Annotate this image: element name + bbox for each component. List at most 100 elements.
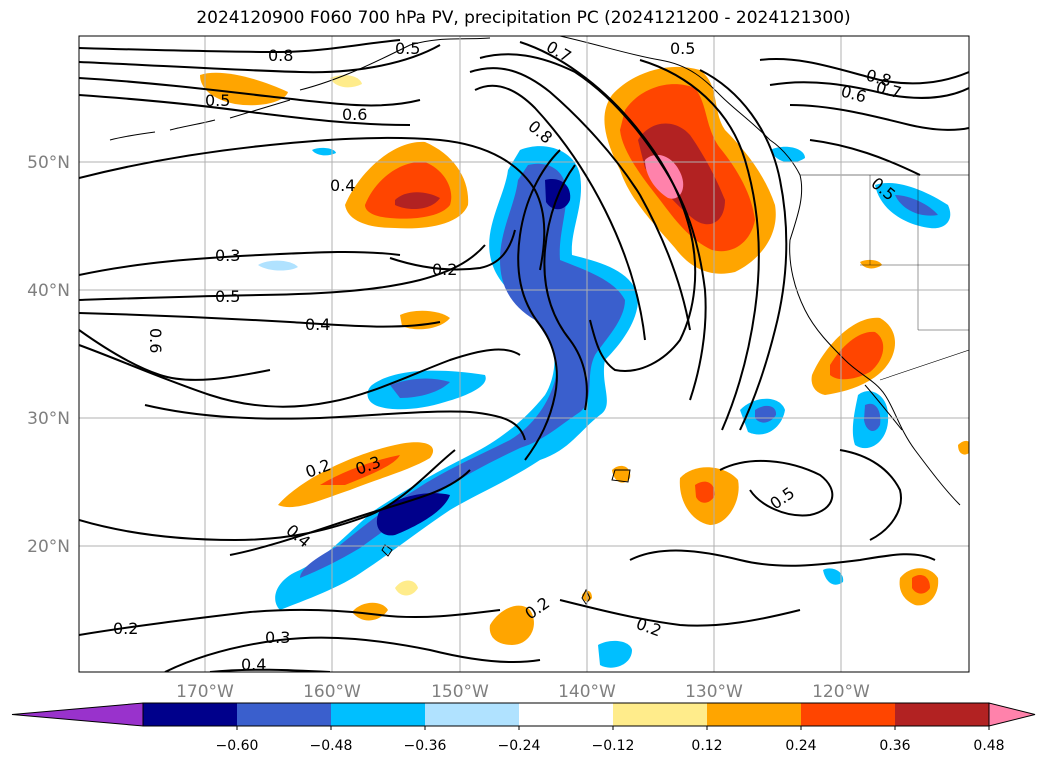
longitude-labels: 170°W 160°W 150°W 140°W 130°W 120°W xyxy=(176,682,870,702)
colorbar-segment xyxy=(613,703,707,726)
colorbar-segment xyxy=(331,703,425,726)
contour-label: 0.3 xyxy=(215,246,240,265)
lat-label-40n: 40°N xyxy=(27,281,70,301)
contour-0.3-south xyxy=(144,404,526,441)
contour-label: 0.8 xyxy=(268,46,293,65)
colorbar-extend-min xyxy=(11,702,144,727)
contour-0.8-north xyxy=(79,39,401,54)
baja-coast xyxy=(864,384,903,431)
blue-blob-pacific-1-inner xyxy=(390,378,450,398)
orange-blob-aleutian xyxy=(200,72,288,106)
contour-0.7-trough xyxy=(479,53,707,401)
contour-0.4-bottom xyxy=(209,668,331,672)
lon-label-150w: 150°W xyxy=(431,682,489,702)
blue-blob-interior-1-inner xyxy=(895,195,938,216)
colorbar-segment xyxy=(895,703,989,726)
lon-label-130w: 130°W xyxy=(685,682,743,702)
contour-label: 0.4 xyxy=(330,176,355,195)
lon-label-140w: 140°W xyxy=(558,682,616,702)
alaska-coast xyxy=(299,36,801,176)
latitude-labels: 50°N 40°N 30°N 20°N xyxy=(27,153,70,557)
contour-0.8-east xyxy=(759,58,969,85)
coastlines xyxy=(109,36,969,605)
blue-blob-south-1 xyxy=(598,640,632,668)
orange-blob-subtropical-red xyxy=(320,455,400,485)
contour-ridge-2 xyxy=(699,69,788,431)
contour-label: 0.5 xyxy=(205,91,230,110)
lon-label-170w: 170°W xyxy=(176,682,234,702)
colorbar-segment xyxy=(237,703,331,726)
contour-0.4-mid xyxy=(79,312,441,328)
contour-label: 0.5 xyxy=(215,287,240,306)
contour-labels: 0.8 0.5 0.7 0.5 0.8 0.7 0.5 0.6 0.8 0.6 … xyxy=(113,37,903,674)
aleutians xyxy=(109,99,291,141)
contour-0.5-trough xyxy=(474,84,646,341)
contour-south-loop xyxy=(629,549,936,567)
lat-label-50n: 50°N xyxy=(27,153,70,173)
colorbar-tick-label: −0.36 xyxy=(404,738,447,754)
plot-area: 0.8 0.5 0.7 0.5 0.8 0.7 0.5 0.6 0.8 0.6 … xyxy=(79,36,969,674)
blue-blob-south-2 xyxy=(823,568,844,585)
blue-core-south xyxy=(376,493,450,536)
contour-trough-axis-1 xyxy=(517,149,561,461)
colorbar-tick-label: −0.12 xyxy=(592,738,635,754)
contour-0.6-west xyxy=(79,329,271,381)
colorbar-segment xyxy=(801,703,895,726)
orange-blob-california-red xyxy=(830,331,884,380)
colorbar-tick-label: 0.48 xyxy=(973,738,1004,754)
colorbar-extend-max xyxy=(988,702,1036,727)
gridlines xyxy=(79,36,969,672)
contour-southeast-edge xyxy=(839,449,902,541)
colorbar-tick-label: −0.60 xyxy=(216,738,259,754)
orange-blob-hawaii-2 xyxy=(352,602,388,621)
orange-blob-small-4 xyxy=(860,259,882,269)
contour-0.2-bottom xyxy=(79,608,501,636)
contour-label: 0.5 xyxy=(395,39,420,58)
contour-0.7-top xyxy=(79,44,441,74)
contour-0.4-north xyxy=(79,136,546,271)
contour-label: 0.2 xyxy=(432,260,457,279)
colorbar-tick-label: 0.24 xyxy=(785,738,816,754)
orange-blob-hawaii-1 xyxy=(489,605,534,645)
plot-border xyxy=(78,35,970,673)
contour-label: 0.5 xyxy=(670,39,695,58)
contour-0.3-west xyxy=(79,250,401,276)
colorbar-tick-label: 0.36 xyxy=(879,738,910,754)
contour-0.6-trough xyxy=(469,67,691,331)
orange-blob-gulf-alaska-dark xyxy=(638,123,725,225)
blue-blob-pacific-2 xyxy=(258,260,298,271)
orange-blob-pacific-north-dark xyxy=(395,192,440,210)
orange-blob-edge xyxy=(958,440,969,455)
contour-0.5-mid xyxy=(79,244,486,301)
contour-0.6-east xyxy=(789,104,969,131)
blue-blob-interior-2-inner xyxy=(864,403,881,432)
lat-label-20n: 20°N xyxy=(27,537,70,557)
colorbar-segment xyxy=(143,703,237,726)
contour-0.5-top xyxy=(79,94,411,126)
contour-0.3-bottom xyxy=(164,636,541,672)
contour-0.4-southwest xyxy=(229,469,471,556)
colorbar-tick-label: 0.12 xyxy=(691,738,722,754)
lat-label-30n: 30°N xyxy=(27,409,70,429)
contour-0.5-east xyxy=(809,139,921,176)
lon-label-160w: 160°W xyxy=(303,682,361,702)
contour-label: 0.6 xyxy=(146,328,165,353)
map-title: 2024120900 F060 700 hPa PV, precipitatio… xyxy=(196,8,851,28)
orange-blob-gulf-alaska-pink xyxy=(645,154,684,199)
orange-blob-hawaii-3 xyxy=(395,580,418,596)
contour-trough-axis-2 xyxy=(543,164,588,411)
positive-shading xyxy=(200,66,969,645)
state-lines xyxy=(860,175,969,331)
island-small xyxy=(581,588,591,605)
island-hawaii xyxy=(381,544,393,557)
island-small-2 xyxy=(611,469,631,483)
north-america-coast xyxy=(789,174,961,506)
contour-ridge-1 xyxy=(639,59,760,431)
contour-label: 0.4 xyxy=(241,655,266,674)
colorbar-segment xyxy=(519,703,613,726)
contour-0.6-top xyxy=(79,77,421,107)
colorbar-tick-label: −0.24 xyxy=(498,738,541,754)
lon-label-120w: 120°W xyxy=(812,682,870,702)
contour-label: 0.3 xyxy=(265,628,290,647)
